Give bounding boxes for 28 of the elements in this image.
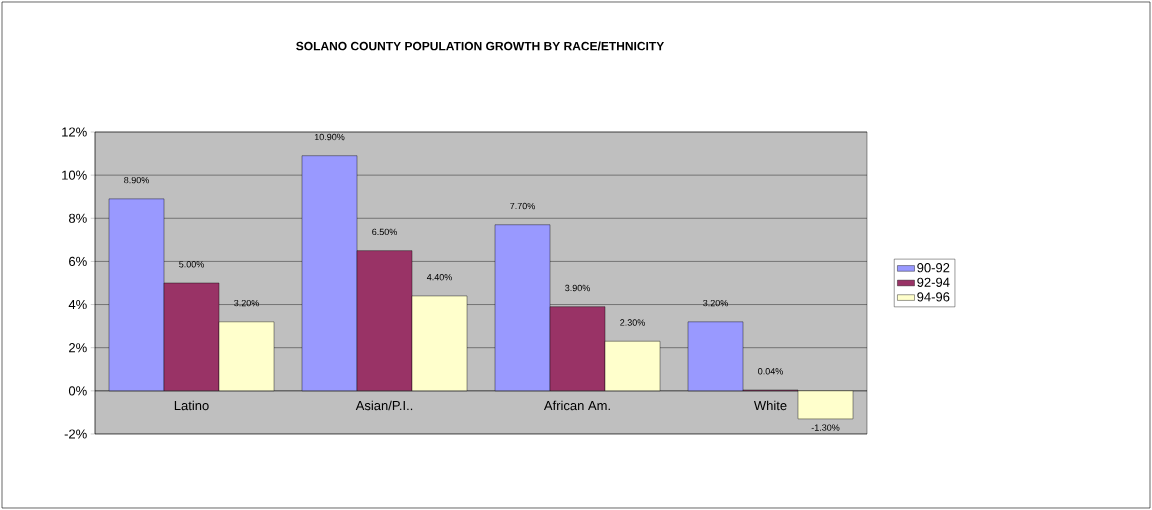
y-tick-label: 6% bbox=[69, 256, 87, 267]
y-tick-label: 10% bbox=[62, 170, 87, 180]
y-tick-label: 2% bbox=[69, 343, 87, 353]
data-label: 8.90% bbox=[124, 176, 149, 184]
y-tick-label: -2% bbox=[64, 429, 87, 439]
data-label: 7.70% bbox=[510, 202, 535, 210]
y-tick-label: 0% bbox=[68, 386, 87, 396]
data-label: 4.40% bbox=[426, 274, 452, 281]
x-tick-label: Latino bbox=[174, 400, 209, 411]
x-tick-label: African Am. bbox=[543, 400, 610, 411]
data-label: 5.00% bbox=[179, 261, 204, 268]
legend-label: 94-96 bbox=[917, 292, 950, 302]
data-label: 0.04% bbox=[758, 368, 783, 375]
data-label: 3.20% bbox=[234, 299, 259, 307]
data-label: 3.90% bbox=[565, 284, 590, 292]
data-label: 10.90% bbox=[314, 133, 345, 141]
x-tick-label: White bbox=[753, 400, 787, 411]
legend-label: 92-94 bbox=[917, 277, 950, 287]
data-label: 2.30% bbox=[620, 319, 645, 326]
data-label: 3.20% bbox=[703, 299, 728, 307]
x-tick-label: Asian/P.I.. bbox=[355, 400, 413, 411]
data-label: -1.30% bbox=[811, 424, 840, 431]
legend-label: 90-92 bbox=[917, 263, 950, 273]
data-label: 6.50% bbox=[372, 228, 397, 236]
y-tick-label: 8% bbox=[68, 213, 87, 223]
y-tick-label: 12% bbox=[62, 127, 87, 137]
chart-title: SOLANO COUNTY POPULATION GROWTH BY RACE/ETHNICITY bbox=[296, 41, 665, 51]
y-tick-label: 4% bbox=[68, 300, 87, 310]
